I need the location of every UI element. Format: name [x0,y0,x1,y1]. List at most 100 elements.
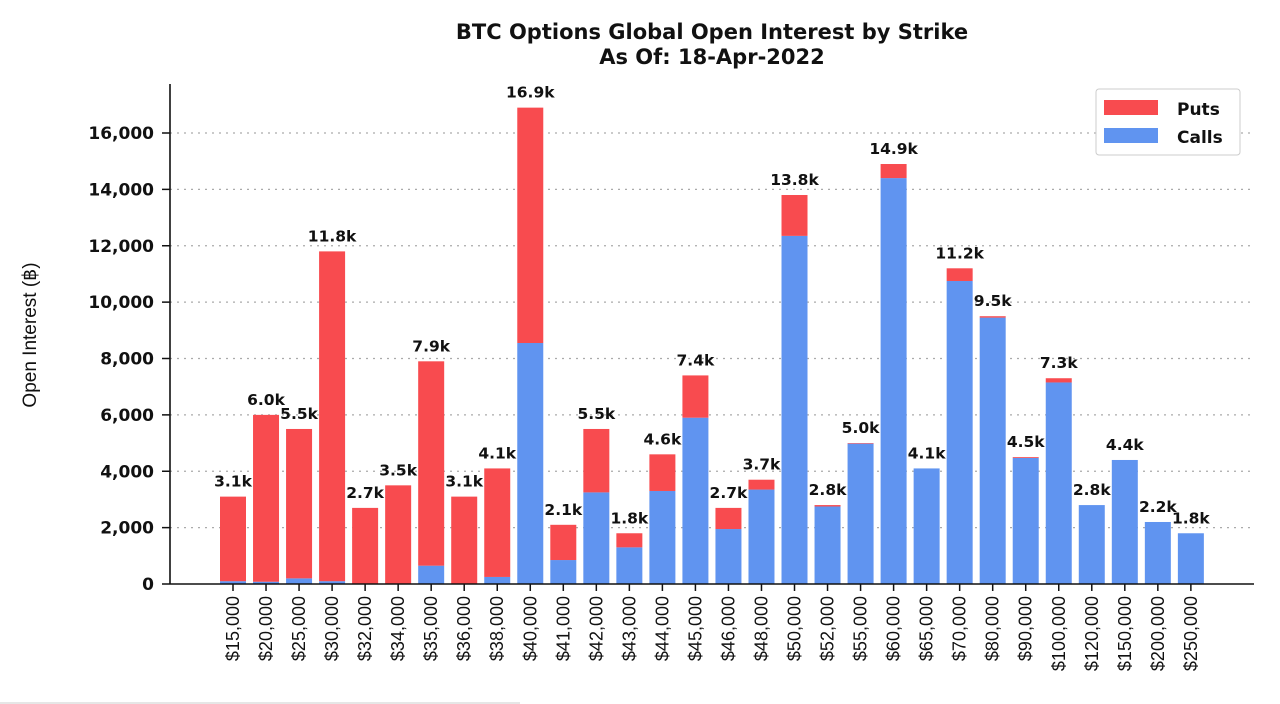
y-axis: 0 2,000 4,000 6,000 8,000 10,000 12,000 14,000 1… [88,84,171,595]
bar-puts [946,268,973,281]
data-label: 2.8k [809,481,847,499]
bars [220,107,1204,584]
legend-swatch-calls [1104,128,1158,143]
bar-calls [1078,505,1105,584]
data-label: 5.0k [842,419,880,437]
bar-puts [352,507,379,584]
bar-calls [979,317,1006,584]
bar-puts [814,505,841,507]
data-label: 4.6k [643,430,681,448]
legend-swatch-puts [1104,100,1158,115]
bottom-divider [0,702,520,704]
bar-puts [451,496,478,584]
bar-puts [319,251,346,582]
x-tick-label: $25,000 [289,596,309,661]
data-label: 6.0k [247,391,285,409]
legend: Puts Calls [1095,88,1241,156]
legend-label-puts: Puts [1177,100,1220,120]
bar-puts [715,507,742,530]
x-axis: $15,000 $20,000 $25,000 $30,000 $32,000 $34,0… [170,583,1254,671]
y-tick-label: 4,000 [100,462,154,482]
x-tick-label: $50,000 [785,596,805,661]
x-tick-label: $35,000 [421,596,441,661]
bar-calls [682,417,709,584]
y-tick-label: 6,000 [100,406,154,426]
bar-calls [1012,458,1039,584]
data-label: 2.2k [1139,498,1177,516]
data-label: 11.8k [308,227,357,245]
y-tick-label: 8,000 [100,350,154,370]
bar-calls [880,178,907,584]
bar-puts [781,195,808,236]
data-label: 5.5k [577,405,615,423]
data-label: 2.1k [544,501,582,519]
bar-calls [814,506,841,584]
x-tick-label: $150,000 [1115,596,1135,671]
bar-puts [1012,457,1039,459]
x-tick-label: $44,000 [652,596,672,661]
bar-calls [616,547,643,584]
data-label: 4.4k [1106,436,1144,454]
x-tick-label: $30,000 [322,596,342,661]
bar-puts [418,361,445,566]
bar-puts [979,316,1006,318]
x-tick-label: $36,000 [454,596,474,661]
data-label: 7.9k [412,337,450,355]
data-label: 7.4k [677,351,715,369]
x-tick-label: $20,000 [256,596,276,661]
bar-puts [880,164,907,179]
x-tick-label: $32,000 [355,596,375,661]
x-tick-label: $41,000 [553,596,573,661]
bar-puts [682,375,709,418]
legend-label-calls: Calls [1177,128,1223,148]
x-tick-label: $40,000 [520,596,540,661]
chart-subtitle: As Of: 18-Apr-2022 [599,45,825,69]
data-label: 3.7k [743,456,781,474]
data-label: 2.7k [346,484,384,502]
x-tick-label: $43,000 [619,596,639,661]
y-tick-label: 14,000 [88,180,154,200]
x-tick-label: $65,000 [917,596,937,661]
x-tick-label: $15,000 [223,596,243,661]
x-tick-label: $250,000 [1181,596,1201,671]
data-label: 3.1k [214,473,252,491]
x-tick-label: $120,000 [1082,596,1102,671]
data-label: 3.1k [445,473,483,491]
bar-calls [220,581,246,584]
data-label: 2.7k [710,484,748,502]
y-tick-label: 0 [142,575,154,595]
x-tick-label: $52,000 [818,596,838,661]
x-tick-label: $100,000 [1049,596,1069,671]
data-label: 2.8k [1073,481,1111,499]
bar-calls [781,235,808,584]
bar-calls [1045,382,1072,584]
data-label: 11.2k [935,244,984,262]
y-tick-label: 16,000 [88,124,154,144]
data-label: 13.8k [770,171,819,189]
x-tick-label: $90,000 [1016,596,1036,661]
data-label: 9.5k [974,292,1012,310]
bar-puts [748,479,775,490]
bar-calls [715,529,742,584]
x-tick-label: $46,000 [718,596,738,661]
bar-calls [946,280,973,584]
data-label: 1.8k [610,509,648,527]
data-label: 16.9k [506,84,555,102]
bar-calls [484,576,511,584]
x-tick-label: $38,000 [487,596,507,661]
y-axis-label: Open Interest (฿) [20,262,41,407]
x-tick-label: $70,000 [950,596,970,661]
bar-calls [253,581,280,584]
data-label: 5.5k [280,405,318,423]
bar-puts [550,524,577,561]
bar-calls [418,565,445,584]
bar-calls [517,342,544,584]
bar-puts [616,533,643,548]
bar-calls [1144,521,1171,584]
bar-calls [649,490,676,584]
x-tick-label: $42,000 [586,596,606,661]
bar-puts [286,428,313,579]
data-label: 7.3k [1040,354,1078,372]
x-tick-label: $48,000 [751,596,771,661]
